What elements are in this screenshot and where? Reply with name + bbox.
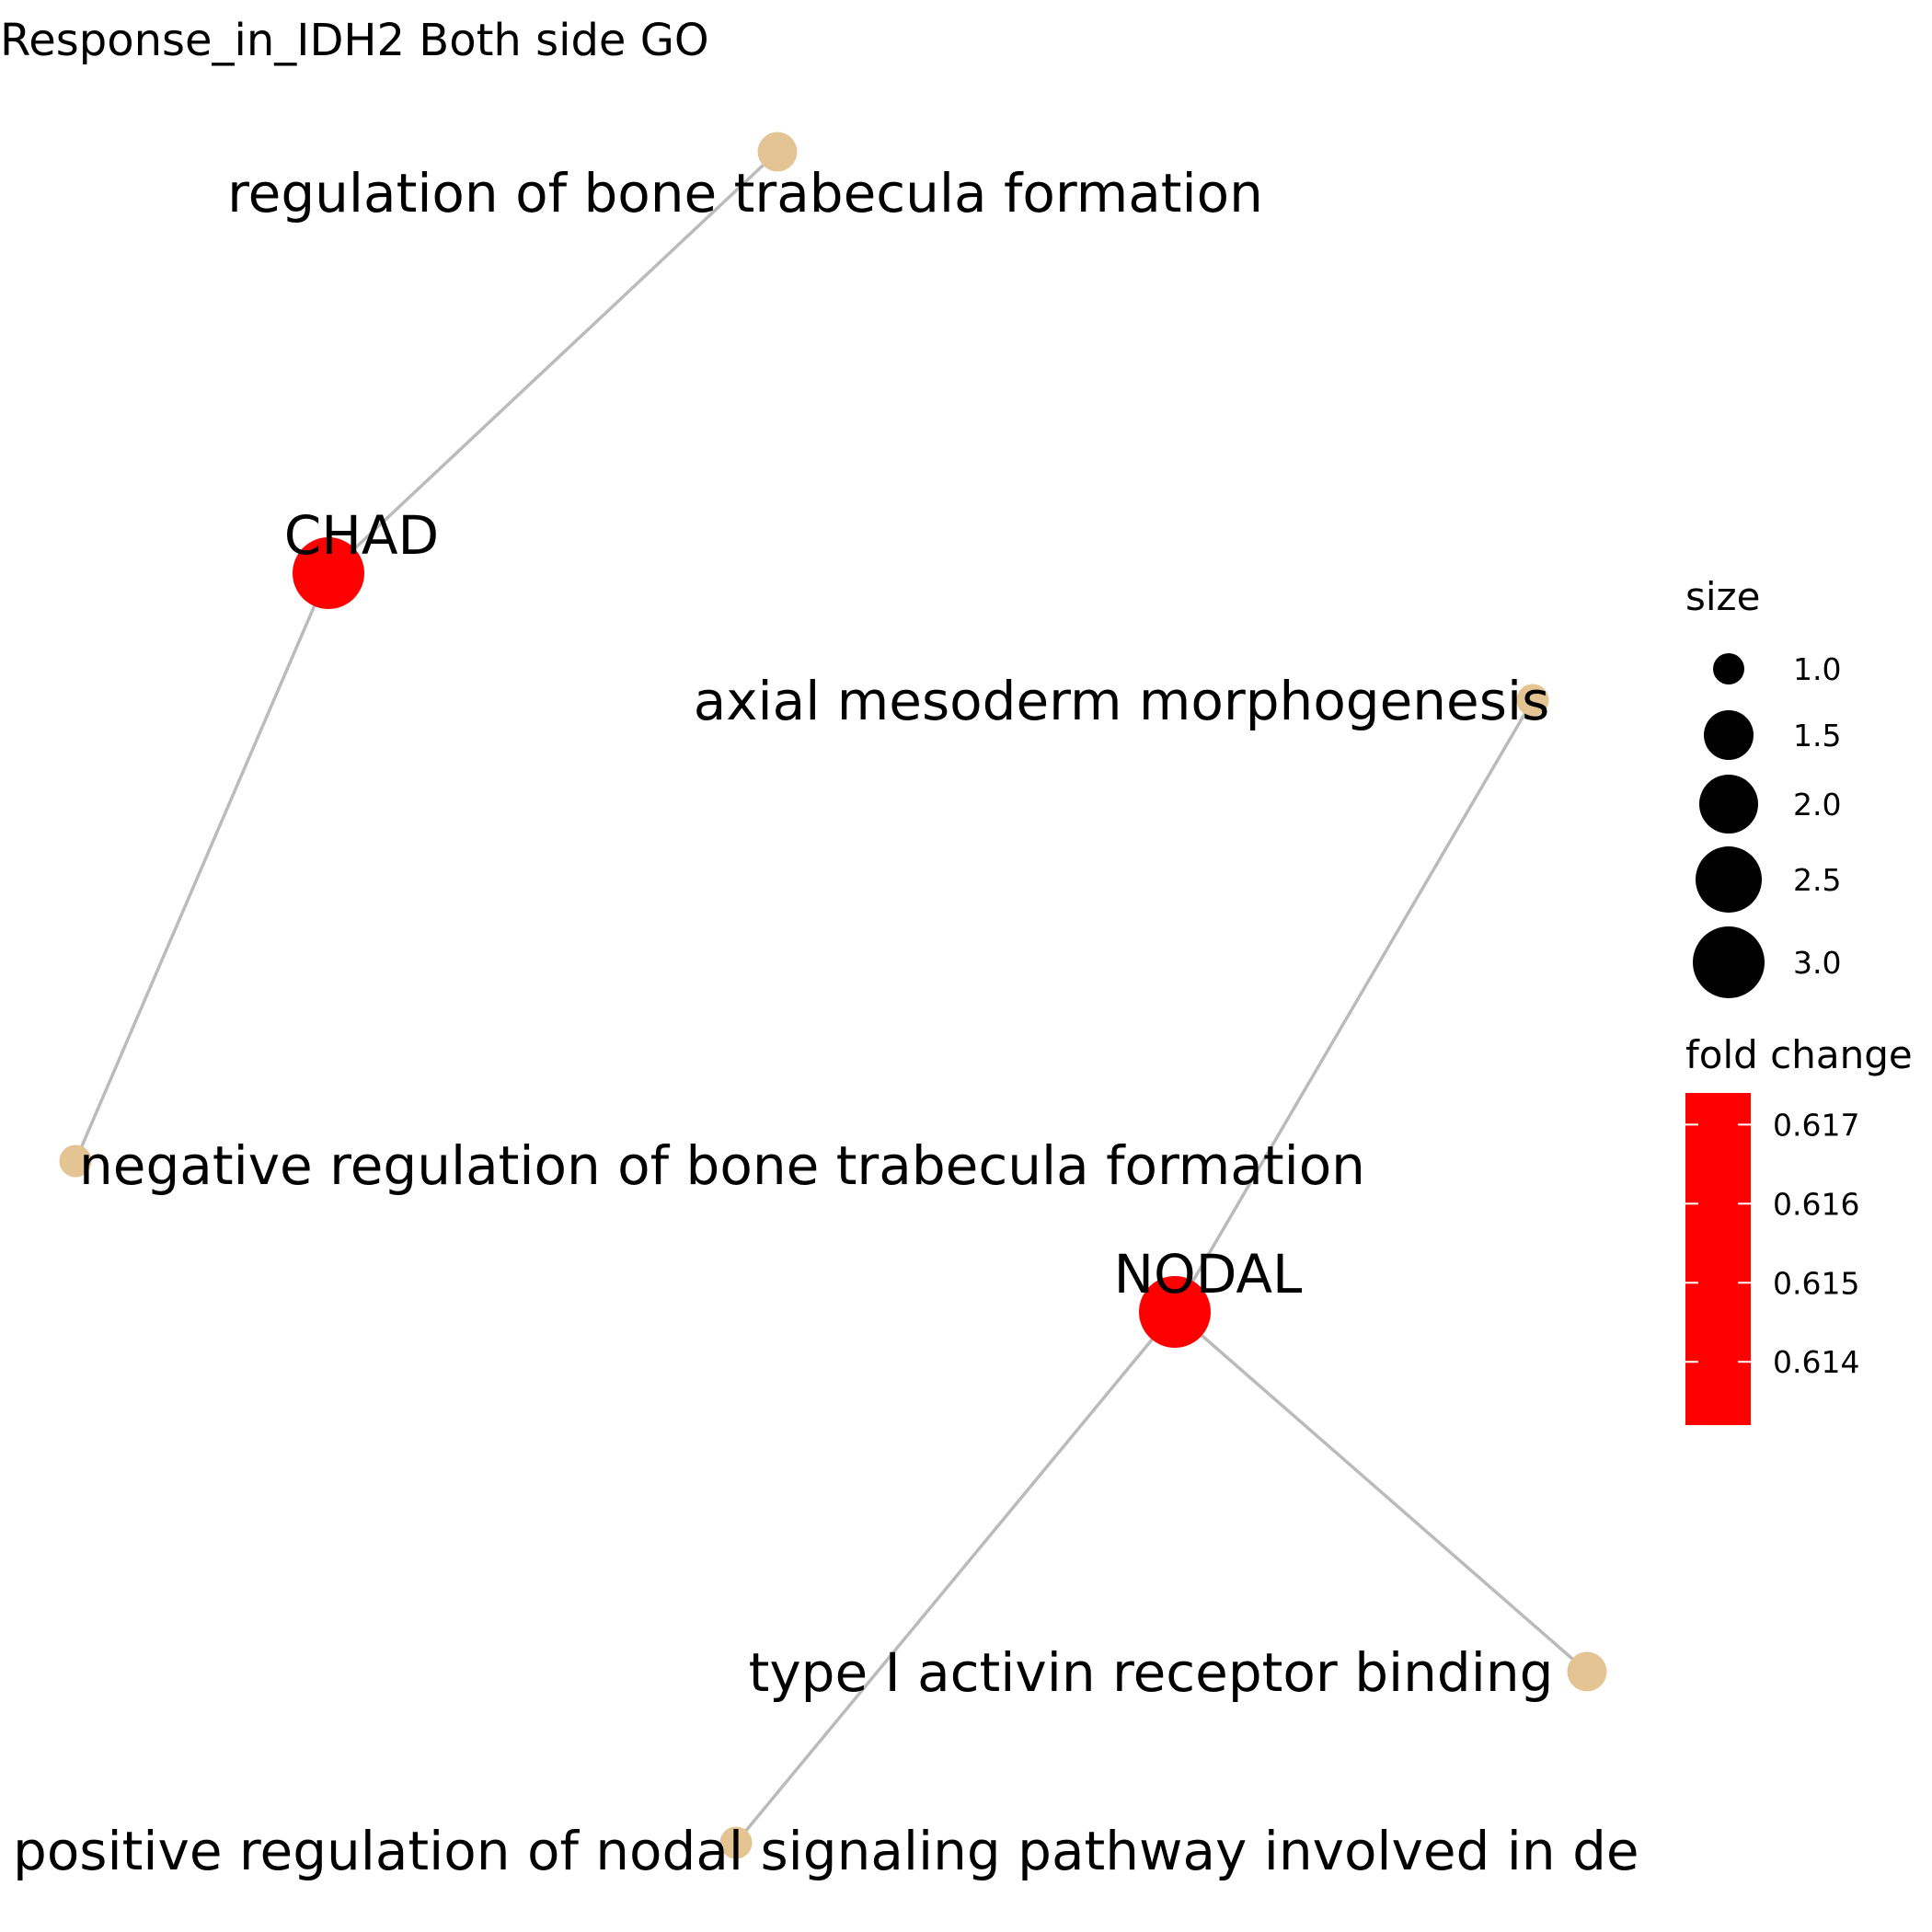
edge-nodal-c3 — [1173, 699, 1535, 1313]
category-node-c2 — [59, 1144, 92, 1178]
label-layer: regulation of bone trabecula formation ne… — [13, 162, 1639, 1882]
size-legend-label: 2.5 — [1793, 862, 1841, 898]
size-legend-dot — [1699, 775, 1758, 834]
category-label-c1: regulation of bone trabecula formation — [227, 162, 1263, 224]
size-legend-dot — [1693, 926, 1765, 998]
gene-label-nodal: NODAL — [1114, 1243, 1303, 1305]
edge-chad-c2 — [74, 572, 330, 1162]
category-label-c4: type I activin receptor binding — [749, 1641, 1554, 1704]
colorbar-tick-label: 0.617 — [1773, 1107, 1859, 1143]
colorbar-tick-label: 0.614 — [1773, 1344, 1859, 1380]
category-node-c3 — [1516, 684, 1549, 717]
size-legend-dot — [1713, 653, 1744, 684]
size-legend-label: 3.0 — [1793, 945, 1841, 981]
size-legend-dot — [1704, 710, 1754, 760]
size-legend: size 1.0 1.5 2.0 2.5 3.0 — [1685, 574, 1841, 998]
gene-label-chad: CHAD — [284, 504, 439, 567]
gene-node-nodal — [1139, 1276, 1211, 1348]
category-node-c4 — [1567, 1651, 1607, 1692]
category-node-c1 — [757, 132, 798, 172]
size-legend-label: 1.5 — [1793, 718, 1841, 753]
node-layer — [59, 132, 1607, 1859]
edge-nodal-c4 — [1173, 1310, 1589, 1673]
edge-layer — [74, 150, 1589, 1845]
gene-node-chad — [293, 537, 364, 609]
fold-change-legend: fold change 0.617 0.616 0.615 0.614 — [1685, 1032, 1913, 1425]
fold-change-legend-title: fold change — [1685, 1032, 1913, 1077]
plot-title: Response_in_IDH2 Both side GO — [0, 15, 709, 66]
fold-change-colorbar — [1685, 1093, 1751, 1425]
category-label-c3: axial mesoderm morphogenesis — [694, 670, 1550, 732]
size-legend-label: 2.0 — [1793, 787, 1841, 822]
size-legend-title: size — [1685, 574, 1760, 619]
category-label-c5: positive regulation of nodal signaling p… — [13, 1820, 1639, 1882]
colorbar-tick-label: 0.616 — [1773, 1186, 1859, 1222]
edge-nodal-c5 — [734, 1310, 1177, 1845]
size-legend-dot — [1696, 846, 1762, 913]
category-node-c5 — [719, 1826, 753, 1859]
edge-chad-c1 — [327, 150, 779, 575]
size-legend-label: 1.0 — [1793, 651, 1841, 687]
category-label-c2: negative regulation of bone trabecula fo… — [79, 1134, 1365, 1197]
colorbar-tick-label: 0.615 — [1773, 1265, 1859, 1301]
